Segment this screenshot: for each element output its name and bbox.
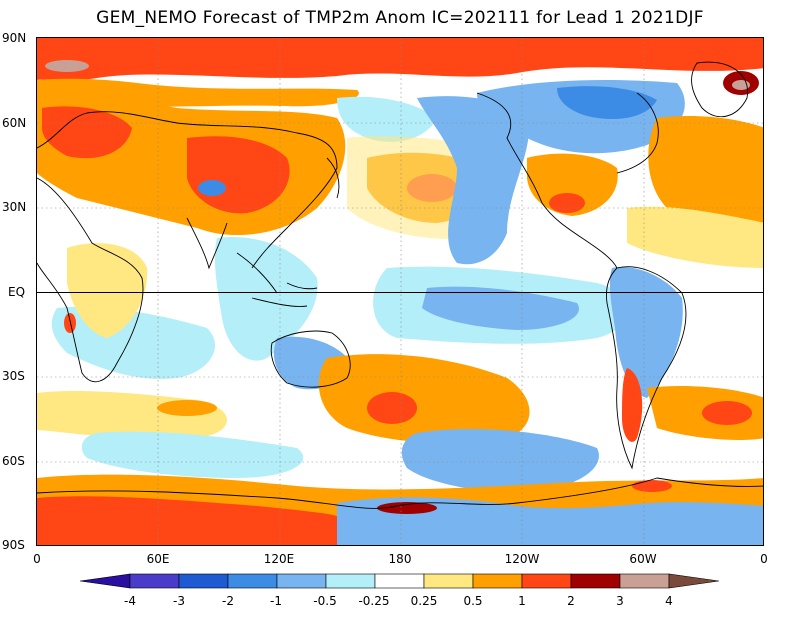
colorbar-end-high [668,573,720,589]
arctic-warm-band [37,38,763,81]
colorbar-label-p0-5: 0.5 [463,594,483,608]
equatorial-pacific-cool-core [422,286,579,330]
siberia-cool [337,96,437,142]
southern-indian-warm-core [157,400,217,416]
anomaly-map-svg [37,38,763,545]
arctic-hotspot-east-core [732,80,750,90]
colorbar-segment [472,573,523,589]
north-pacific-cool [417,96,530,265]
colorbar-segment [423,573,474,589]
north-atlantic-warm [648,116,763,230]
anomaly-map [36,37,764,546]
colorbar-segment [374,573,425,589]
tibet-cool [198,180,226,196]
weddell-warm [632,480,672,492]
colorbar-label-n1: -1 [270,594,282,608]
south-america-cool [609,267,683,398]
arctic-warm-fringe [37,78,359,107]
antarctic-cool [337,497,763,545]
coastlines [37,61,763,509]
colorbar-label-p2: 2 [567,594,575,608]
lat-label-eq: EQ [8,285,26,299]
colorbar-label-p0-25: 0.25 [410,594,438,608]
south-pacific-warm [318,354,530,444]
maritime-cool [214,237,318,361]
south-pacific-warm-core [367,392,417,424]
colorbar-label-n2: -2 [222,594,234,608]
lon-label-60w: 60W [629,552,657,566]
southern-ocean-cool [401,428,599,493]
colorbar-segment [178,573,229,589]
arctic-hotspot-west [45,60,89,72]
colorbar-segment [129,573,180,589]
colorbar-label-n4: -4 [124,594,136,608]
lon-label-0-right: 0 [760,552,768,566]
colorbar-end-low [79,573,131,589]
lon-label-180: 180 [388,552,412,566]
map-title: GEM_NEMO Forecast of TMP2m Anom IC=20211… [96,8,704,28]
lat-label-90s: 90S [2,538,25,552]
colorbar-label-n0-5: -0.5 [313,594,337,608]
colorbar-segment [570,573,621,589]
ross-sea-warm [377,502,437,514]
colorbar-segment [521,573,572,589]
colorbar-segment [619,573,670,589]
canada-cool-strong [557,86,657,120]
colorbar-segment [227,573,278,589]
africa-warm [67,243,148,338]
colorbar-segment [276,573,327,589]
lon-label-0-left: 0 [33,552,41,566]
lon-label-120w: 120W [504,552,540,566]
colorbar-label-p3: 3 [616,594,624,608]
south-atlantic-warm-core [702,401,752,425]
lon-label-120e: 120E [263,552,295,566]
lat-label-30n: 30N [2,200,27,214]
lat-label-90n: 90N [2,31,27,45]
colorbar-label-n0-25: -0.25 [358,594,390,608]
colorbar-segment [325,573,376,589]
colorbar-label-p4: 4 [665,594,673,608]
us-warm-core [549,193,585,213]
antarctic-light [37,496,337,545]
lon-label-60e: 60E [146,552,170,566]
lat-label-60s: 60S [2,454,25,468]
lat-label-30s: 30S [2,369,25,383]
colorbar-label-n3: -3 [173,594,185,608]
europe-warm-strong [42,106,132,159]
colorbar [79,573,720,589]
north-atlantic-light [627,206,763,268]
lat-label-60n: 60N [2,116,27,130]
south-america-warm [622,368,643,442]
africa-warm-spot [64,313,76,333]
southern-ocean-cool-light [81,431,304,478]
colorbar-label-p1: 1 [518,594,526,608]
